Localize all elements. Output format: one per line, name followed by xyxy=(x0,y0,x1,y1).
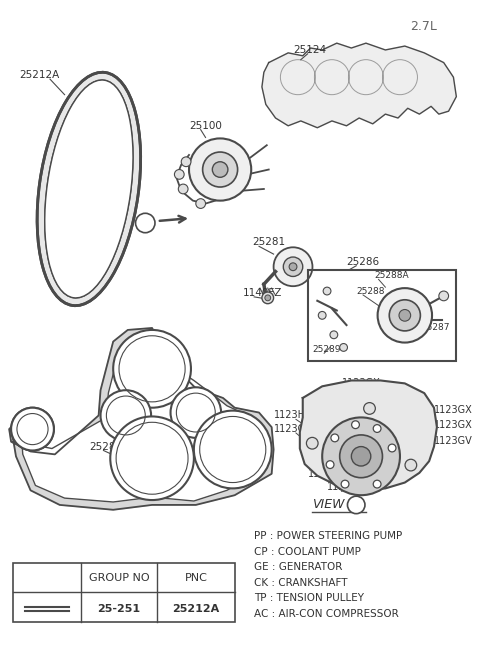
Text: 25212A: 25212A xyxy=(19,70,59,80)
Circle shape xyxy=(326,460,334,468)
Circle shape xyxy=(364,403,375,414)
Text: 25281: 25281 xyxy=(89,441,122,451)
Circle shape xyxy=(203,152,238,187)
Circle shape xyxy=(331,434,339,441)
Circle shape xyxy=(289,263,297,271)
Text: GE: GE xyxy=(26,424,39,434)
Circle shape xyxy=(389,300,420,331)
Circle shape xyxy=(11,407,54,451)
Text: 2.7L: 2.7L xyxy=(410,20,436,33)
Circle shape xyxy=(322,417,400,495)
Circle shape xyxy=(306,438,318,449)
Bar xyxy=(308,270,456,361)
Text: A: A xyxy=(142,218,149,228)
Circle shape xyxy=(113,330,191,407)
Circle shape xyxy=(110,417,194,500)
Text: AC: AC xyxy=(225,445,240,455)
Polygon shape xyxy=(21,338,264,502)
Bar xyxy=(13,563,235,622)
Circle shape xyxy=(340,343,348,351)
Circle shape xyxy=(170,387,221,438)
Text: GE : GENERATOR: GE : GENERATOR xyxy=(254,562,343,572)
Circle shape xyxy=(330,331,338,339)
Circle shape xyxy=(378,288,432,343)
Circle shape xyxy=(174,170,184,179)
Circle shape xyxy=(135,214,155,233)
Circle shape xyxy=(189,138,251,200)
Text: 25-251: 25-251 xyxy=(97,604,141,614)
Text: 25100: 25100 xyxy=(189,121,222,131)
Text: 25281: 25281 xyxy=(252,238,285,248)
Text: 1123GX: 1123GX xyxy=(342,379,380,388)
Text: 1123GX: 1123GX xyxy=(434,421,473,430)
Text: 1140FZ: 1140FZ xyxy=(242,288,282,298)
Text: TP: TP xyxy=(120,411,132,421)
Text: 1123HA: 1123HA xyxy=(274,411,312,421)
Circle shape xyxy=(178,184,188,194)
Text: 25124: 25124 xyxy=(293,45,326,55)
Text: GROUP NO: GROUP NO xyxy=(89,573,149,583)
Text: 1123HC: 1123HC xyxy=(327,483,366,493)
Text: 25288A: 25288A xyxy=(375,271,409,280)
Text: 25212A: 25212A xyxy=(172,604,219,614)
Circle shape xyxy=(373,424,381,432)
Text: 1123GV: 1123GV xyxy=(308,469,347,479)
Circle shape xyxy=(274,248,312,286)
Polygon shape xyxy=(262,43,456,128)
Text: VIEW: VIEW xyxy=(312,498,345,512)
Text: 25286: 25286 xyxy=(135,389,168,399)
Circle shape xyxy=(196,198,205,208)
Circle shape xyxy=(348,496,365,514)
Circle shape xyxy=(439,291,449,301)
Circle shape xyxy=(318,312,326,319)
Text: AC : AIR-CON COMPRESSOR: AC : AIR-CON COMPRESSOR xyxy=(254,608,399,619)
Polygon shape xyxy=(9,328,274,510)
Circle shape xyxy=(11,407,54,451)
Text: CK: CK xyxy=(144,453,159,463)
Circle shape xyxy=(265,295,271,301)
Circle shape xyxy=(100,390,151,441)
Text: 1123GX: 1123GX xyxy=(274,424,312,434)
Text: 1123GX: 1123GX xyxy=(434,405,473,415)
Text: PP: PP xyxy=(145,364,159,374)
Circle shape xyxy=(388,444,396,452)
Circle shape xyxy=(351,447,371,466)
Circle shape xyxy=(340,435,383,477)
Text: 25289: 25289 xyxy=(312,345,341,354)
Circle shape xyxy=(181,157,191,166)
Text: PNC: PNC xyxy=(184,573,207,583)
Circle shape xyxy=(212,162,228,178)
Circle shape xyxy=(405,459,417,471)
Circle shape xyxy=(323,287,331,295)
Text: PP : POWER STEERING PUMP: PP : POWER STEERING PUMP xyxy=(254,531,402,541)
Text: TP: TP xyxy=(190,407,202,417)
Polygon shape xyxy=(300,381,437,491)
Circle shape xyxy=(351,499,363,510)
Text: 1123GV: 1123GV xyxy=(434,436,473,446)
Circle shape xyxy=(373,480,381,488)
Circle shape xyxy=(262,292,274,304)
Text: CK : CRANKSHAFT: CK : CRANKSHAFT xyxy=(254,578,348,588)
Circle shape xyxy=(194,411,272,489)
Ellipse shape xyxy=(37,72,141,306)
Text: 25288: 25288 xyxy=(356,286,384,295)
Circle shape xyxy=(399,310,411,321)
Text: A: A xyxy=(353,500,360,510)
Text: TP : TENSION PULLEY: TP : TENSION PULLEY xyxy=(254,593,364,603)
Text: 25287: 25287 xyxy=(421,324,450,333)
Text: CP : COOLANT PUMP: CP : COOLANT PUMP xyxy=(254,546,361,557)
Ellipse shape xyxy=(45,80,133,298)
Circle shape xyxy=(352,421,360,428)
Text: 25286: 25286 xyxy=(347,257,380,267)
Circle shape xyxy=(341,480,349,488)
Circle shape xyxy=(283,257,303,276)
Text: GE: GE xyxy=(26,424,39,434)
